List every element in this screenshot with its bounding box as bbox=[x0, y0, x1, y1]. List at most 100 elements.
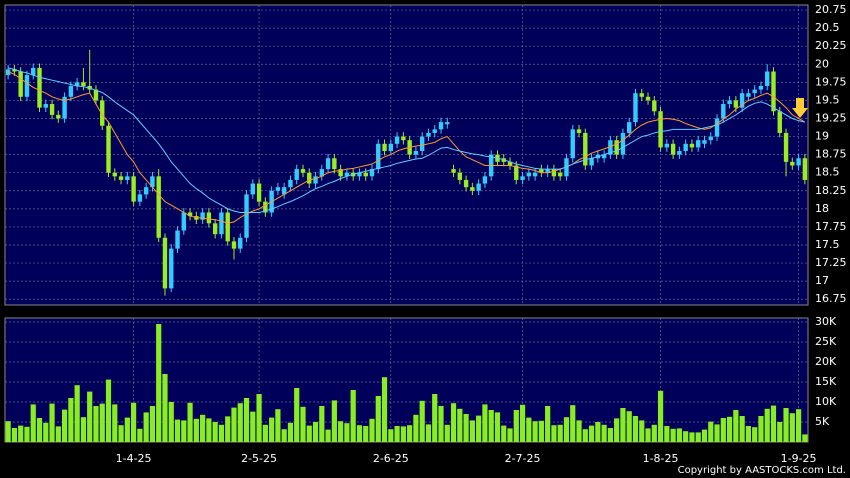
volume-bar bbox=[582, 429, 588, 442]
y-tick-label: 20.25 bbox=[815, 39, 847, 52]
y-tick-label: 18.5 bbox=[815, 166, 840, 179]
candle-body bbox=[263, 201, 268, 213]
volume-bar bbox=[457, 408, 463, 442]
volume-bar bbox=[545, 406, 551, 442]
volume-bar bbox=[24, 426, 30, 442]
candle-body bbox=[482, 176, 488, 184]
candle-body bbox=[200, 212, 205, 220]
volume-bar bbox=[68, 398, 74, 442]
volume-bar bbox=[620, 408, 626, 442]
candle-body bbox=[426, 132, 431, 137]
volume-bar bbox=[105, 379, 112, 442]
candle-body bbox=[162, 237, 168, 289]
volume-bar bbox=[80, 417, 87, 442]
x-tick-label: 2-6-25 bbox=[373, 452, 409, 465]
volume-bar bbox=[632, 416, 639, 442]
volume-bar bbox=[262, 424, 268, 442]
candle-body bbox=[451, 169, 456, 173]
volume-bar bbox=[99, 403, 105, 442]
candle-body bbox=[633, 93, 638, 123]
volume-bar bbox=[588, 425, 595, 442]
candle-body bbox=[100, 100, 105, 126]
candle-body bbox=[457, 172, 463, 180]
volume-bar bbox=[212, 422, 218, 442]
volume-bar bbox=[363, 426, 369, 442]
candle-body bbox=[294, 169, 299, 180]
candle-body bbox=[758, 85, 764, 90]
candle-body bbox=[338, 169, 343, 177]
candle-body bbox=[777, 111, 782, 133]
candle-body bbox=[256, 183, 262, 202]
volume-bar bbox=[256, 394, 262, 442]
candle-body bbox=[307, 172, 312, 184]
volume-bar bbox=[538, 420, 544, 442]
volume-bar bbox=[11, 428, 18, 442]
volume-bar bbox=[425, 424, 432, 442]
candle-body bbox=[382, 143, 387, 152]
volume-bar bbox=[369, 418, 375, 442]
volume-bar bbox=[758, 416, 764, 442]
candle-body bbox=[5, 69, 11, 76]
volume-bar bbox=[432, 394, 438, 442]
y-tick-label: 16.75 bbox=[815, 292, 847, 305]
candle-body bbox=[539, 169, 544, 173]
candle-body bbox=[727, 100, 732, 105]
volume-bar bbox=[645, 428, 651, 442]
candle-body bbox=[219, 212, 224, 235]
volume-bar bbox=[143, 412, 149, 442]
volume-bar bbox=[764, 408, 770, 442]
candle-body bbox=[143, 187, 149, 195]
x-tick-label: 1-9-25 bbox=[781, 452, 817, 465]
candle-body bbox=[783, 132, 789, 162]
volume-bar bbox=[639, 420, 645, 442]
candle-body bbox=[106, 125, 111, 173]
moving-average-line bbox=[8, 67, 805, 213]
candle-body bbox=[683, 143, 688, 152]
volume-bar bbox=[193, 418, 199, 442]
volume-bar bbox=[319, 406, 325, 442]
volume-bar bbox=[156, 324, 162, 442]
candle-body bbox=[344, 172, 350, 177]
candle-body bbox=[696, 140, 701, 148]
candle-body bbox=[702, 140, 707, 144]
volume-bar bbox=[30, 404, 36, 442]
volume-bar bbox=[526, 417, 532, 442]
candle-body bbox=[81, 82, 86, 86]
volume-bar bbox=[394, 426, 400, 442]
volume-bar bbox=[206, 418, 212, 442]
candle-body bbox=[332, 158, 337, 170]
candle-body bbox=[24, 75, 30, 97]
y-tick-label: 18.75 bbox=[815, 148, 847, 161]
candle-body bbox=[658, 111, 663, 148]
price-panel bbox=[4, 4, 809, 306]
volume-bar bbox=[444, 424, 450, 442]
volume-bar bbox=[344, 423, 350, 442]
volume-bar bbox=[36, 418, 43, 442]
y-tick-label: 17.25 bbox=[815, 256, 847, 269]
candle-body bbox=[376, 143, 381, 170]
candle-body bbox=[645, 96, 651, 101]
volume-bar bbox=[752, 427, 758, 442]
volume-bar bbox=[325, 429, 331, 442]
candle-body bbox=[721, 104, 726, 119]
volume-bar bbox=[720, 418, 726, 442]
volume-bar bbox=[312, 422, 319, 442]
volume-bar bbox=[93, 406, 99, 442]
volume-bar bbox=[287, 422, 294, 442]
candle-body bbox=[627, 122, 632, 133]
volume-bar bbox=[657, 390, 664, 442]
volume-bar bbox=[162, 374, 168, 442]
volume-bar bbox=[783, 408, 789, 442]
candle-body bbox=[131, 176, 136, 202]
candle-body bbox=[652, 100, 657, 112]
candle-body bbox=[620, 132, 626, 155]
volume-bar bbox=[745, 426, 752, 442]
candle-body bbox=[752, 89, 757, 94]
candle-body bbox=[470, 187, 475, 191]
candle-body bbox=[288, 179, 293, 188]
volume-bar bbox=[419, 400, 425, 442]
candle-body bbox=[187, 212, 193, 217]
moving-average-line bbox=[7, 71, 806, 224]
volume-bar bbox=[168, 402, 174, 442]
candle-body bbox=[231, 241, 237, 249]
